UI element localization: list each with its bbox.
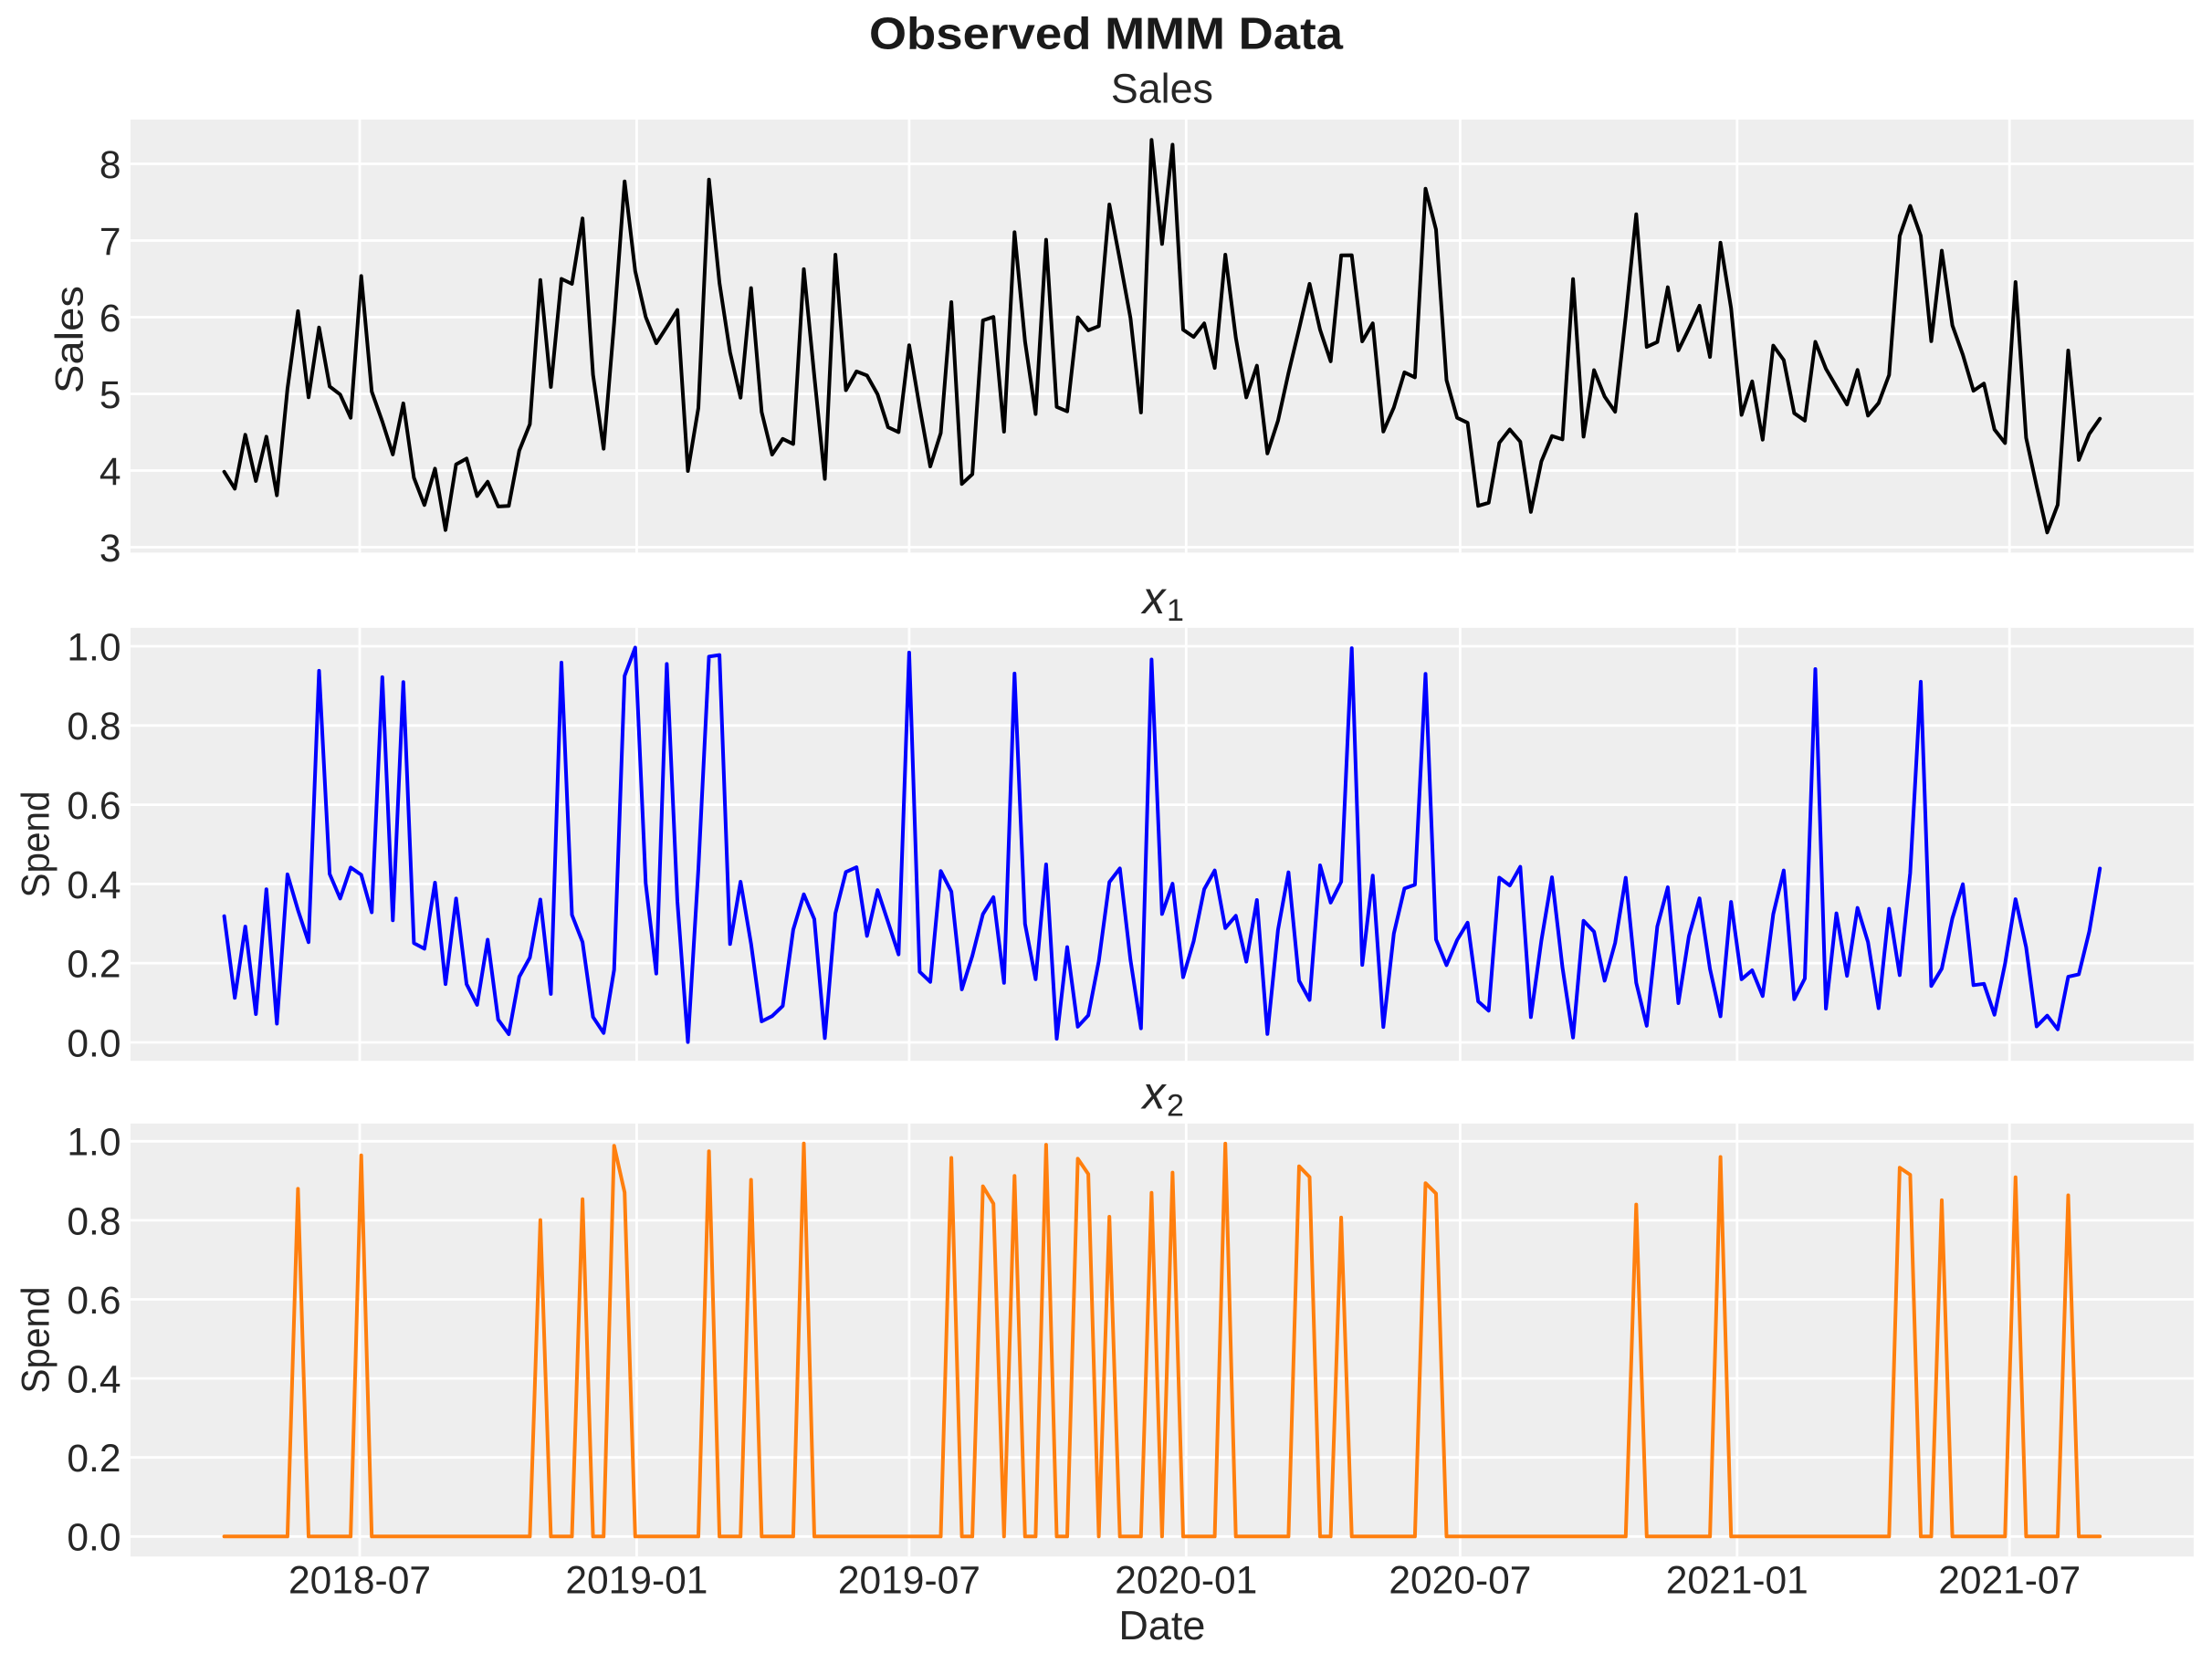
svg-text:5: 5 [100, 374, 121, 417]
svg-text:3: 3 [100, 528, 121, 570]
svg-text:0.2: 0.2 [67, 944, 121, 987]
svg-text:1: 1 [1167, 593, 1184, 628]
svg-text:Sales: Sales [1111, 66, 1213, 112]
svg-text:Sales: Sales [47, 286, 91, 393]
svg-text:0.4: 0.4 [67, 864, 121, 907]
svg-text:Spend: Spend [15, 1287, 58, 1394]
svg-text:Date: Date [1118, 1604, 1205, 1648]
svg-text:2020-07: 2020-07 [1389, 1559, 1531, 1603]
svg-text:0.6: 0.6 [67, 785, 121, 828]
svg-text:0.8: 0.8 [67, 706, 121, 748]
svg-text:2020-01: 2020-01 [1115, 1559, 1257, 1603]
svg-text:2018-07: 2018-07 [288, 1559, 431, 1603]
svg-text:8: 8 [100, 144, 121, 187]
svg-text:x: x [1141, 1067, 1168, 1118]
svg-text:7: 7 [100, 221, 121, 264]
svg-text:x: x [1141, 572, 1168, 623]
svg-text:Observed MMM Data: Observed MMM Data [869, 10, 1344, 59]
svg-text:0.4: 0.4 [67, 1359, 121, 1402]
svg-text:0.0: 0.0 [67, 1517, 121, 1560]
svg-text:1.0: 1.0 [67, 1122, 121, 1165]
svg-text:1.0: 1.0 [67, 626, 121, 669]
svg-text:2021-01: 2021-01 [1666, 1559, 1808, 1603]
svg-text:Spend: Spend [15, 791, 58, 898]
svg-text:0.8: 0.8 [67, 1200, 121, 1243]
svg-text:2: 2 [1167, 1089, 1184, 1124]
svg-text:0.0: 0.0 [67, 1022, 121, 1065]
svg-text:6: 6 [100, 298, 121, 340]
svg-text:2021-07: 2021-07 [1938, 1559, 2081, 1603]
svg-text:4: 4 [100, 451, 121, 494]
svg-text:0.6: 0.6 [67, 1280, 121, 1323]
svg-text:2019-07: 2019-07 [838, 1559, 980, 1603]
svg-text:2019-01: 2019-01 [565, 1559, 708, 1603]
svg-text:0.2: 0.2 [67, 1438, 121, 1481]
